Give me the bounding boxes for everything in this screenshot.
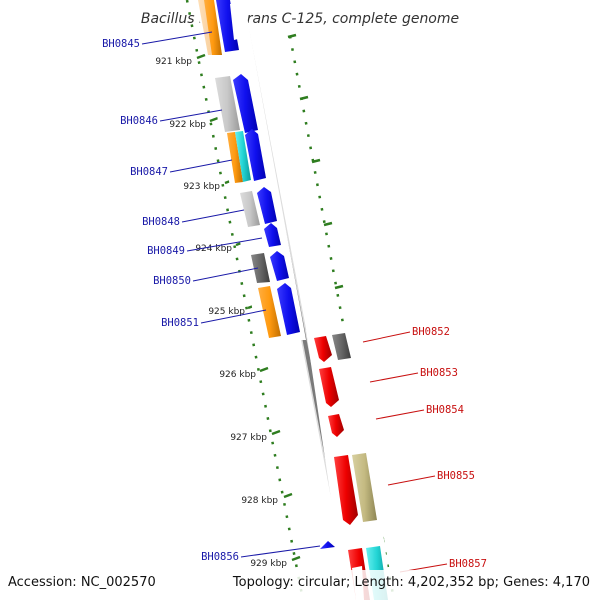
kbp-label: 921 kbp bbox=[155, 57, 192, 67]
kbp-tick bbox=[283, 492, 293, 499]
cds-arrow bbox=[319, 367, 339, 407]
cds-arrow bbox=[270, 251, 289, 281]
gene-leader bbox=[375, 409, 425, 420]
accession-text: Accession: NC_002570 bbox=[8, 575, 156, 590]
gene-label: BH0857 bbox=[449, 558, 487, 570]
gene-leader bbox=[186, 237, 263, 252]
kbp-label: 926 kbp bbox=[219, 370, 256, 380]
kbp-scale: 921 kbp 922 kbp 923 kbp 924 kbp 925 kbp … bbox=[155, 53, 301, 569]
gene-leader bbox=[200, 309, 267, 324]
kbp-label: 922 kbp bbox=[169, 120, 206, 130]
kbp-label: 923 kbp bbox=[183, 182, 220, 192]
forward-strand-features bbox=[198, 0, 335, 549]
gene-leader bbox=[169, 159, 233, 173]
kbp-tick bbox=[291, 555, 301, 562]
kbp-tick bbox=[271, 429, 281, 436]
genome-summary-text: Topology: circular; Length: 4,202,352 bp… bbox=[232, 575, 590, 590]
feature-block bbox=[235, 131, 251, 182]
cds-arrow bbox=[277, 283, 300, 335]
gene-leader bbox=[362, 331, 411, 343]
feature-block bbox=[204, 0, 222, 55]
gene-label: BH0845 bbox=[102, 38, 140, 50]
cds-arrow bbox=[216, 0, 239, 52]
gene-label: BH0847 bbox=[130, 166, 168, 178]
feature-block bbox=[332, 333, 351, 360]
gene-leader bbox=[159, 109, 223, 122]
gene-label: BH0852 bbox=[412, 326, 450, 338]
reverse-gene-labels: BH0852 BH0853 BH0854 BH0855 BH0857 bbox=[362, 326, 487, 573]
ruler-left bbox=[185, 0, 305, 600]
feature-block bbox=[215, 76, 240, 132]
gene-label: BH0850 bbox=[153, 275, 191, 287]
kbp-label: 925 kbp bbox=[208, 307, 245, 317]
gene-leader bbox=[369, 372, 419, 383]
gene-label: BH0854 bbox=[426, 404, 464, 416]
gene-leader bbox=[141, 31, 213, 45]
gene-label: BH0851 bbox=[161, 317, 199, 329]
gene-leader bbox=[387, 475, 436, 486]
kbp-label: 929 kbp bbox=[250, 559, 287, 569]
kbp-tick bbox=[196, 53, 206, 60]
feature-gap bbox=[230, 4, 242, 40]
gene-label: BH0853 bbox=[420, 367, 458, 379]
gene-leader bbox=[181, 209, 245, 223]
kbp-tick bbox=[209, 116, 219, 123]
gene-label: BH0848 bbox=[142, 216, 180, 228]
cds-arrow bbox=[245, 129, 266, 181]
cds-arrow bbox=[328, 414, 344, 437]
cds-arrow bbox=[257, 187, 277, 224]
gene-label: BH0855 bbox=[437, 470, 475, 482]
feature-block bbox=[352, 453, 377, 522]
cds-arrow bbox=[233, 74, 258, 133]
feature-block bbox=[227, 132, 243, 183]
feature-block bbox=[251, 253, 270, 283]
cds-arrow bbox=[320, 541, 335, 549]
cds-arrow bbox=[264, 223, 281, 247]
cds-arrow bbox=[334, 455, 358, 525]
feature-block bbox=[240, 191, 260, 227]
gene-leader bbox=[192, 267, 259, 282]
kbp-label: 927 kbp bbox=[230, 433, 267, 443]
cds-arrow bbox=[314, 336, 332, 362]
gene-leader bbox=[240, 545, 321, 558]
kbp-label: 928 kbp bbox=[241, 496, 278, 506]
footer-background bbox=[0, 570, 600, 600]
feature-block bbox=[258, 286, 281, 338]
kbp-label: 924 kbp bbox=[195, 244, 232, 254]
gene-label: BH0856 bbox=[201, 551, 239, 563]
gene-label: BH0849 bbox=[147, 245, 185, 257]
kbp-tick bbox=[259, 366, 269, 373]
forward-gene-labels: BH0845 BH0846 BH0847 BH0848 BH0849 BH085… bbox=[102, 31, 321, 563]
gene-label: BH0846 bbox=[120, 115, 158, 127]
